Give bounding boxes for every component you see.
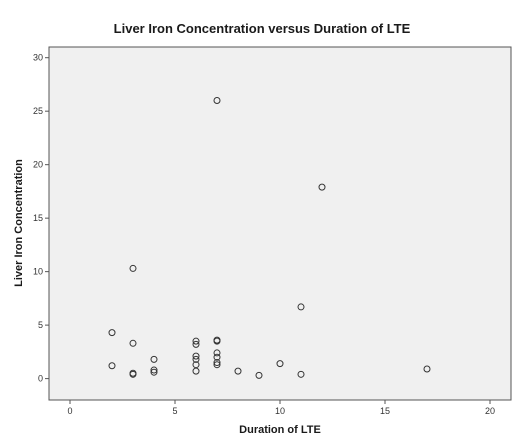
scatter-point <box>423 365 431 373</box>
scatter-point <box>150 355 158 363</box>
x-tick-label: 20 <box>485 406 495 416</box>
y-axis-label: Liver Iron Concentration <box>13 159 25 287</box>
y-tick-label: 0 <box>38 374 43 384</box>
x-tick-label: 15 <box>380 406 390 416</box>
y-tick-label: 5 <box>38 320 43 330</box>
plot-area <box>48 46 512 401</box>
scatter-point <box>150 366 158 374</box>
y-tick-label: 25 <box>33 106 43 116</box>
scatter-point <box>150 368 158 376</box>
y-tick-label: 15 <box>33 213 43 223</box>
scatter-point <box>213 349 221 357</box>
scatter-point <box>192 340 200 348</box>
scatter-point <box>192 337 200 345</box>
scatter-point <box>276 360 284 368</box>
scatter-point <box>318 183 326 191</box>
scatter-point <box>129 264 137 272</box>
data-points <box>108 96 431 379</box>
chart-title: Liver Iron Concentration versus Duration… <box>114 21 411 36</box>
scatter-point <box>192 367 200 375</box>
y-tick-label: 20 <box>33 160 43 170</box>
x-axis-label: Duration of LTE <box>239 424 321 436</box>
y-axis: 0 5 10 15 20 25 30 <box>33 53 49 384</box>
scatter-point <box>255 371 263 379</box>
scatter-point <box>129 370 137 378</box>
y-tick-label: 10 <box>33 267 43 277</box>
x-tick-label: 5 <box>172 406 177 416</box>
scatter-point <box>297 370 305 378</box>
scatter-point <box>213 96 221 104</box>
x-tick-label: 0 <box>67 406 72 416</box>
y-tick-label: 30 <box>33 53 43 63</box>
scatter-point <box>108 329 116 337</box>
x-tick-label: 10 <box>275 406 285 416</box>
scatter-point <box>297 303 305 311</box>
x-axis: 0 5 10 15 20 <box>67 400 495 416</box>
scatter-point <box>108 362 116 370</box>
scatter-point <box>234 367 242 375</box>
scatter-point <box>213 337 221 345</box>
scatter-point <box>129 339 137 347</box>
scatter-point <box>213 359 221 367</box>
scatter-point <box>192 352 200 360</box>
scatter-point <box>213 353 221 361</box>
scatter-point <box>192 355 200 363</box>
scatter-point <box>213 361 221 369</box>
